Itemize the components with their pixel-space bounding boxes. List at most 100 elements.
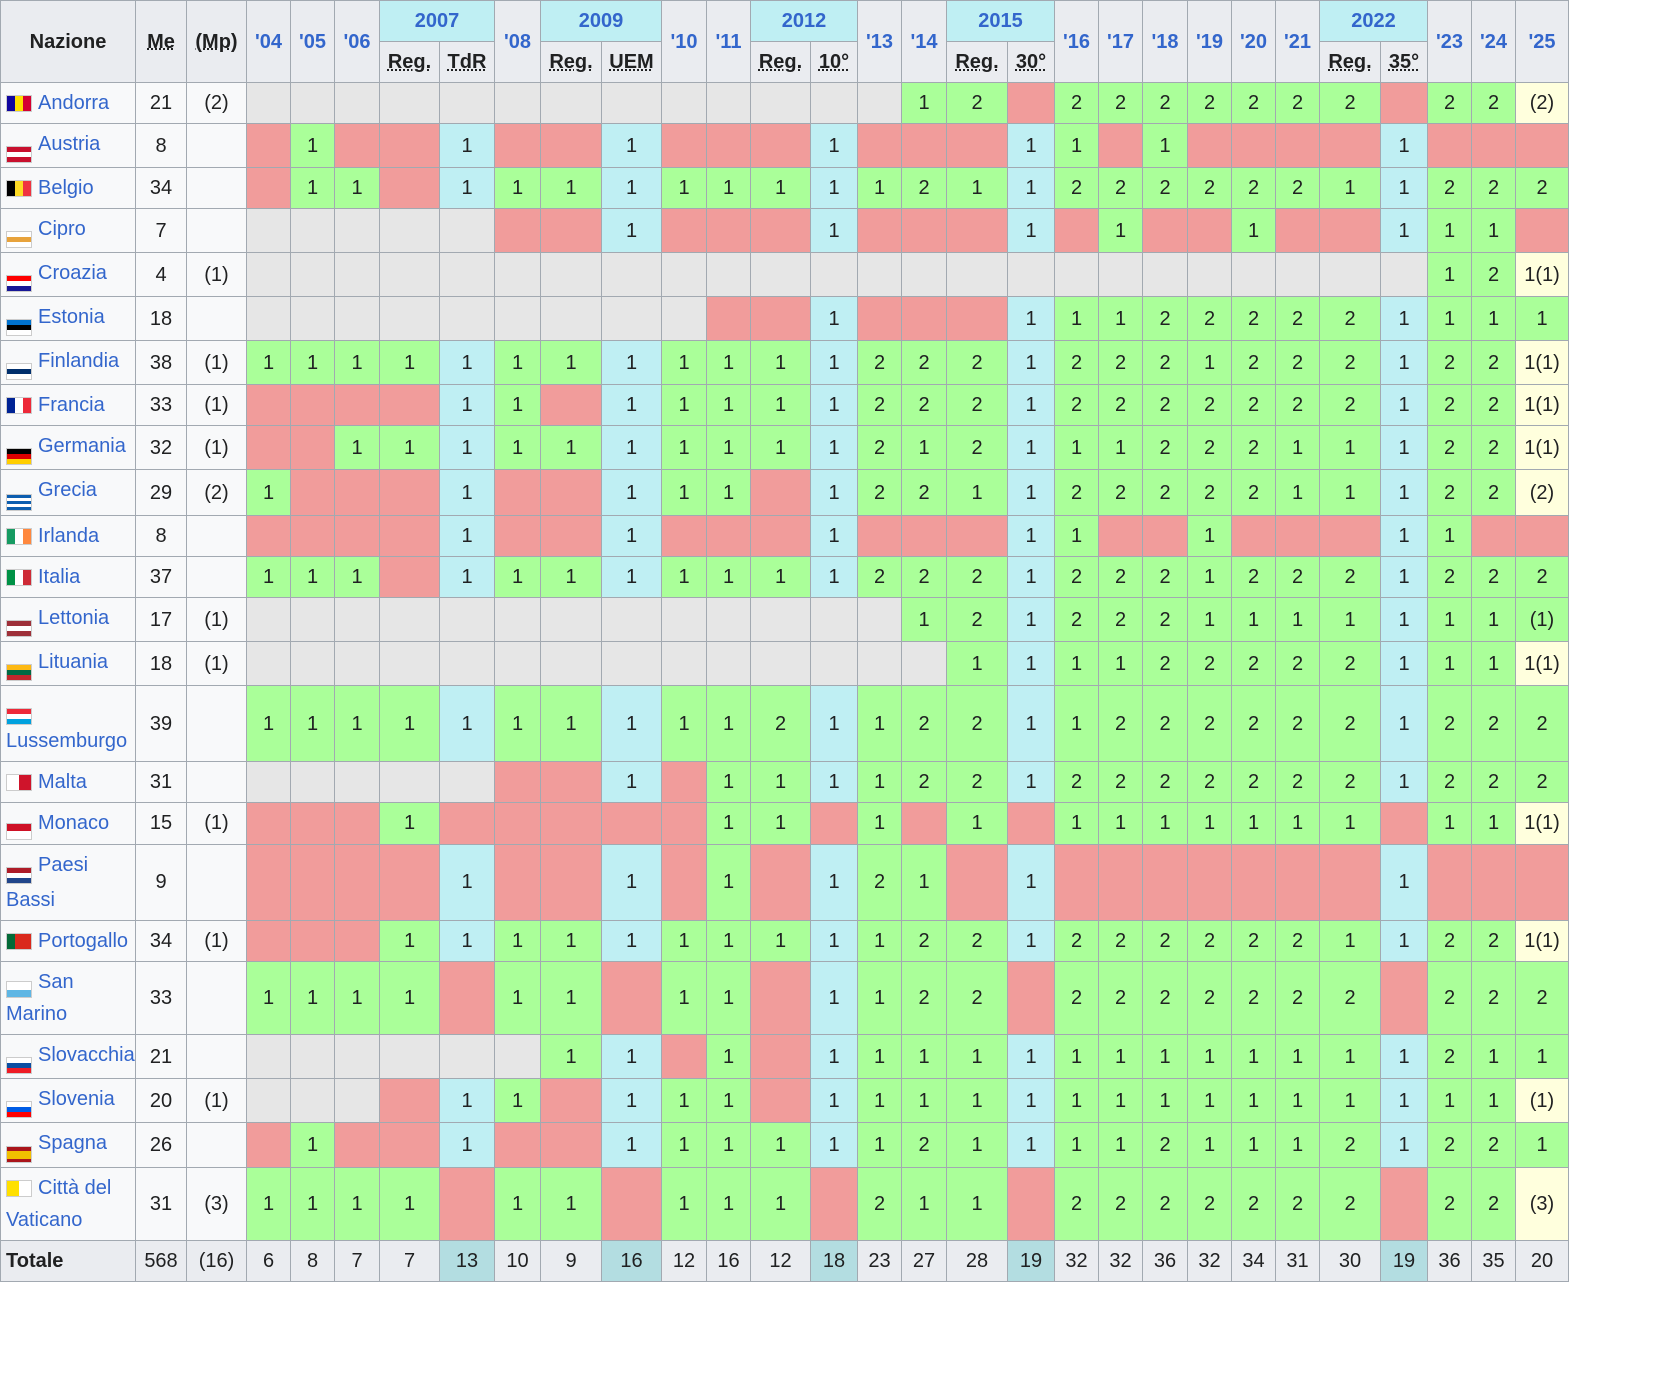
country-link[interactable]: Andorra	[38, 92, 110, 114]
result-cell: 2	[901, 685, 947, 762]
result-cell: 1	[334, 556, 380, 598]
country-row: Monaco 15 (1) 1 1 1 1 1 1 1 1 1 1 1 1 1 1 1(1)	[0, 802, 1569, 845]
result-cell	[1515, 515, 1569, 557]
mp-cell: (1)	[186, 919, 247, 962]
result-cell: 2	[1231, 384, 1276, 426]
result-cell: 1	[1380, 761, 1428, 803]
total-cell: 7	[379, 1240, 440, 1283]
result-cell: 2	[1427, 685, 1472, 762]
result-cell	[857, 515, 902, 557]
country-link[interactable]: Monaco	[38, 812, 110, 834]
country-link[interactable]: Lussemburgo	[6, 730, 128, 752]
result-cell	[857, 641, 902, 686]
result-cell	[601, 960, 662, 1035]
country-link[interactable]: Portogallo	[38, 929, 129, 952]
result-cell	[946, 515, 1008, 557]
result-cell	[494, 123, 541, 168]
country-link[interactable]: Austria	[38, 133, 101, 155]
result-cell	[290, 1078, 335, 1123]
result-cell	[439, 641, 495, 686]
result-cell: 2	[1142, 296, 1188, 341]
country-link[interactable]: Malta	[38, 771, 87, 793]
result-cell	[540, 252, 602, 297]
result-cell: 2	[901, 1121, 947, 1169]
result-cell	[661, 208, 707, 253]
country-link[interactable]: San Marino	[6, 970, 74, 1026]
result-cell: 1	[946, 641, 1008, 686]
result-cell: 1	[810, 208, 858, 253]
result-cell	[439, 761, 495, 803]
result-cell: 1	[1380, 296, 1428, 341]
country-link[interactable]: Croazia	[38, 262, 107, 284]
country-link[interactable]: Italia	[38, 566, 81, 588]
country-link[interactable]: Paesi Bassi	[6, 853, 89, 911]
country-link[interactable]: Estonia	[38, 306, 105, 328]
result-cell	[334, 1121, 380, 1169]
country-link[interactable]: Slovacchia	[38, 1044, 135, 1066]
sub-label: 30°	[1015, 51, 1047, 73]
result-cell	[946, 843, 1008, 921]
result-cell: 1	[290, 1121, 335, 1169]
result-cell: 1	[1275, 1078, 1320, 1123]
country-link[interactable]: Slovenia	[38, 1088, 115, 1110]
result-cell	[706, 252, 751, 297]
result-cell: 2	[1142, 82, 1188, 124]
sub-header: TdR	[439, 41, 495, 83]
result-cell: 2	[1471, 167, 1516, 209]
result-cell: 2	[1142, 384, 1188, 426]
sub-label: Reg.	[1328, 51, 1372, 73]
result-cell: 2	[946, 761, 1008, 803]
country-row: Finlandia 38 (1) 1 1 1 1 1 1 1 1 1 1 1 1 2 2 2 1 2 2 2 1 2 2 2 1 2 2…	[0, 340, 1569, 385]
total-cell: 7	[334, 1240, 380, 1283]
result-cell: 2	[857, 425, 902, 470]
result-cell: 1	[1427, 296, 1472, 341]
result-cell: 1	[1380, 384, 1428, 426]
country-link[interactable]: Lettonia	[38, 607, 110, 629]
result-cell: 1	[661, 167, 707, 209]
country-row: Francia 33 (1) 1 1 1 1 1 1 1 2 2 2 1 2 2 2 2 2 2 2 1 2 2 1(1)	[0, 384, 1569, 426]
result-cell: 1	[706, 685, 751, 762]
result-cell: 2	[1054, 919, 1099, 962]
group-header: 2007	[379, 0, 495, 42]
result-cell	[601, 82, 662, 124]
country-link[interactable]: Germania	[38, 435, 126, 457]
result-cell: 1	[439, 123, 495, 168]
result-cell	[706, 82, 751, 124]
result-cell: 1	[334, 685, 380, 762]
result-cell: 1	[494, 340, 541, 385]
country-link[interactable]: Irlanda	[38, 525, 100, 547]
sub-label: Reg.	[387, 51, 432, 73]
country-row: Irlanda 8 1 1 1 1 1 1 1 1	[0, 515, 1569, 557]
result-cell: 1	[1380, 340, 1428, 385]
result-cell	[750, 469, 811, 516]
country-row: San Marino 33 1 1 1 1 1 1 1 1 1 1 2 2 2 2 2 2 2 2 2 2 2 2	[0, 960, 1569, 1035]
country-link[interactable]: Città del Vaticano	[6, 1177, 112, 1232]
country-link[interactable]: Lituania	[38, 651, 109, 673]
result-cell	[857, 597, 902, 642]
result-cell	[494, 208, 541, 253]
sub-header: 35°	[1380, 41, 1428, 83]
result-cell	[290, 296, 335, 341]
year-header: '04	[246, 0, 291, 83]
country-link[interactable]: Francia	[38, 394, 105, 416]
mp-cell	[186, 761, 247, 803]
result-cell: 1	[1231, 208, 1276, 253]
result-cell: 1	[706, 802, 751, 845]
result-cell: 2	[901, 340, 947, 385]
country-link[interactable]: Belgio	[38, 177, 94, 199]
result-cell: 2	[1231, 340, 1276, 385]
country-link[interactable]: Finlandia	[38, 350, 120, 372]
country-link[interactable]: Cipro	[38, 218, 86, 240]
result-cell	[1007, 1167, 1055, 1242]
result-cell	[494, 843, 541, 921]
result-cell: 2	[1098, 556, 1143, 598]
country-link[interactable]: Grecia	[38, 479, 97, 501]
result-cell: 1	[946, 802, 1008, 845]
result-cell: 1	[1380, 1078, 1428, 1123]
result-cell: 1	[439, 919, 495, 962]
result-cell: 1	[706, 761, 751, 803]
result-cell	[246, 1121, 291, 1169]
result-cell: 2	[1319, 641, 1381, 686]
result-cell: 1	[706, 340, 751, 385]
country-link[interactable]: Spagna	[38, 1132, 107, 1154]
